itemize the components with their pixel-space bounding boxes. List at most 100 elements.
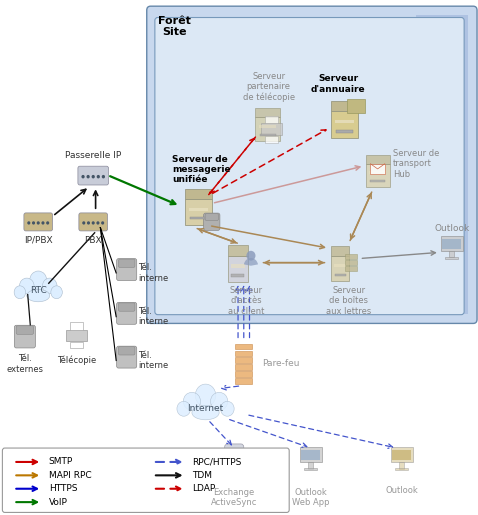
FancyBboxPatch shape xyxy=(119,259,135,267)
FancyBboxPatch shape xyxy=(331,111,358,138)
Bar xyxy=(300,447,322,462)
FancyBboxPatch shape xyxy=(2,448,289,512)
Bar xyxy=(265,116,278,124)
Bar xyxy=(345,254,357,259)
FancyBboxPatch shape xyxy=(185,199,212,225)
Bar xyxy=(391,447,413,462)
Ellipse shape xyxy=(183,392,201,410)
Text: Outlook
Web App: Outlook Web App xyxy=(292,488,329,507)
Bar xyxy=(70,322,83,330)
Text: Tél.
externes: Tél. externes xyxy=(6,354,43,374)
Bar xyxy=(370,180,385,182)
FancyBboxPatch shape xyxy=(79,213,108,231)
Bar xyxy=(336,130,353,132)
Circle shape xyxy=(97,221,99,225)
Bar xyxy=(261,124,282,135)
Circle shape xyxy=(46,221,49,225)
Bar xyxy=(345,261,357,265)
FancyBboxPatch shape xyxy=(78,166,109,185)
Bar xyxy=(416,15,468,314)
Bar xyxy=(235,344,252,349)
Text: RTC: RTC xyxy=(30,286,47,296)
Ellipse shape xyxy=(220,401,234,416)
FancyBboxPatch shape xyxy=(228,256,248,282)
Text: MAPI RPC: MAPI RPC xyxy=(49,471,91,480)
FancyBboxPatch shape xyxy=(16,326,33,334)
FancyBboxPatch shape xyxy=(155,18,464,315)
Text: Site: Site xyxy=(163,27,187,37)
FancyBboxPatch shape xyxy=(205,214,218,220)
Bar xyxy=(235,357,252,363)
Ellipse shape xyxy=(43,278,57,294)
Circle shape xyxy=(32,221,35,225)
Bar xyxy=(235,351,252,356)
Ellipse shape xyxy=(51,286,62,299)
Bar xyxy=(449,251,455,258)
Bar xyxy=(441,235,463,251)
Bar xyxy=(399,462,404,469)
Text: Outlook: Outlook xyxy=(434,224,469,233)
Text: PBX: PBX xyxy=(85,236,102,245)
Bar xyxy=(308,462,314,469)
Circle shape xyxy=(101,221,104,225)
FancyBboxPatch shape xyxy=(117,259,137,281)
Bar xyxy=(228,245,248,256)
Wedge shape xyxy=(244,258,258,266)
Bar xyxy=(235,378,252,384)
Text: Forêt: Forêt xyxy=(158,16,191,26)
FancyBboxPatch shape xyxy=(366,164,390,186)
Bar xyxy=(189,208,208,211)
Circle shape xyxy=(82,221,85,225)
Text: Serveur de
messagerie
unifiée: Serveur de messagerie unifiée xyxy=(172,154,231,184)
Bar xyxy=(395,468,408,470)
Circle shape xyxy=(87,221,90,225)
Text: Tél.
interne: Tél. interne xyxy=(138,307,168,327)
Circle shape xyxy=(87,175,90,178)
FancyBboxPatch shape xyxy=(225,444,244,478)
Bar xyxy=(345,266,357,271)
Bar xyxy=(260,134,276,136)
FancyBboxPatch shape xyxy=(147,6,477,323)
Bar xyxy=(392,450,411,460)
Text: Exchange
ActiveSync: Exchange ActiveSync xyxy=(211,488,258,507)
Bar xyxy=(229,456,239,468)
FancyBboxPatch shape xyxy=(24,213,53,231)
Bar xyxy=(366,155,390,164)
Bar xyxy=(370,164,385,174)
FancyBboxPatch shape xyxy=(14,325,35,348)
Ellipse shape xyxy=(30,271,47,290)
Text: Tél.
interne: Tél. interne xyxy=(138,351,168,370)
Ellipse shape xyxy=(20,278,34,294)
Bar xyxy=(302,450,320,460)
Text: Serveur de
transport
Hub: Serveur de transport Hub xyxy=(393,149,439,179)
Ellipse shape xyxy=(192,405,219,420)
Bar xyxy=(255,108,280,117)
Bar xyxy=(335,120,354,123)
Text: LDAP: LDAP xyxy=(192,484,216,493)
Bar xyxy=(334,264,346,267)
Bar xyxy=(190,217,207,219)
Circle shape xyxy=(92,221,95,225)
Text: Télécopie: Télécopie xyxy=(57,355,96,365)
Text: SMTP: SMTP xyxy=(49,457,73,467)
Bar xyxy=(70,342,83,348)
Text: Tél.
interne: Tél. interne xyxy=(138,263,168,283)
Circle shape xyxy=(27,221,30,225)
Text: Pare-feu: Pare-feu xyxy=(262,358,299,368)
FancyBboxPatch shape xyxy=(117,346,137,368)
Ellipse shape xyxy=(196,384,216,406)
Bar xyxy=(331,101,358,111)
Bar xyxy=(231,264,245,267)
Bar xyxy=(265,136,278,143)
FancyBboxPatch shape xyxy=(331,256,349,281)
FancyBboxPatch shape xyxy=(119,303,135,311)
Text: Internet: Internet xyxy=(187,404,224,413)
Bar xyxy=(445,257,458,259)
Circle shape xyxy=(92,175,95,178)
FancyBboxPatch shape xyxy=(255,117,280,141)
FancyBboxPatch shape xyxy=(119,347,135,355)
Circle shape xyxy=(42,221,44,225)
FancyBboxPatch shape xyxy=(204,213,220,230)
Text: IP/PBX: IP/PBX xyxy=(24,236,53,245)
Ellipse shape xyxy=(210,392,228,410)
